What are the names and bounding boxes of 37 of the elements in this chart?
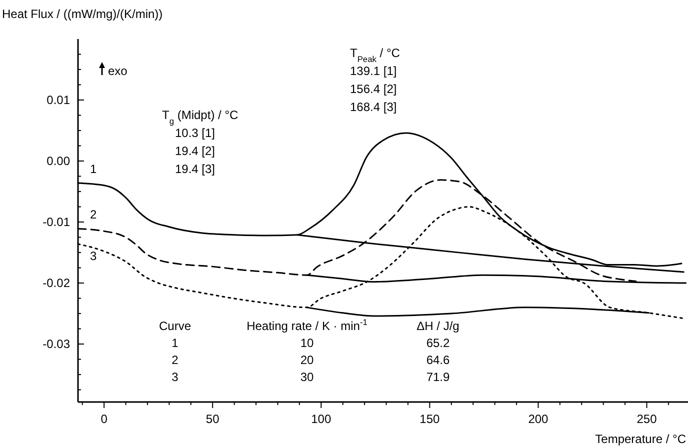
series-label: 1 (90, 162, 97, 176)
x-tick-label: 100 (311, 412, 332, 426)
x-tick-label: 200 (528, 412, 549, 426)
annotation: 10 (300, 336, 314, 350)
x-tick-label: 50 (206, 412, 220, 426)
y-tick-label: 0.01 (46, 93, 70, 108)
annotation: Heating rate / K · min$^{-1}$ (246, 317, 368, 333)
series-label: 3 (90, 248, 97, 263)
annotation: 71.9 (426, 370, 450, 384)
annotation: 156.4 [2] (350, 82, 397, 96)
y-tick-label: -0.02 (42, 276, 70, 290)
annotation: 65.2 (426, 336, 450, 350)
annotation: 20 (300, 353, 314, 367)
x-tick-label: 0 (100, 412, 108, 426)
annotation: ΔH / J/g (416, 319, 460, 333)
annotation: T$_{g}$ (Midpt) / °C (162, 108, 238, 126)
annotation: 3 (172, 370, 179, 384)
annotation: 19.4 [2] (174, 144, 216, 158)
annotation: 30 (300, 370, 314, 384)
annotation: 64.6 (426, 353, 450, 367)
y-tick-label: 0.00 (46, 154, 70, 168)
y-tick-label: -0.01 (42, 215, 70, 230)
annotation: 168.4 [3] (350, 100, 397, 114)
y-tick-label: -0.03 (42, 337, 70, 352)
annotation: 1 (172, 336, 179, 350)
x-axis-title: Temperature / °C (595, 432, 686, 446)
annotation: Curve (158, 319, 192, 333)
annotation: 10.3 [1] (174, 126, 216, 140)
y-axis-title: Heat Flux / ((mW/mg)/(K/min)) (2, 7, 163, 21)
series-label: 2 (90, 208, 97, 222)
x-tick-label: 150 (420, 412, 440, 426)
x-tick-label: 250 (636, 412, 658, 426)
annotation: T$_{Peak}$ / °C (350, 46, 400, 64)
annotation: exo (108, 64, 128, 78)
annotation: 19.4 [3] (174, 162, 216, 176)
annotation: 139.1 [1] (350, 64, 397, 78)
annotation: 2 (172, 353, 179, 367)
